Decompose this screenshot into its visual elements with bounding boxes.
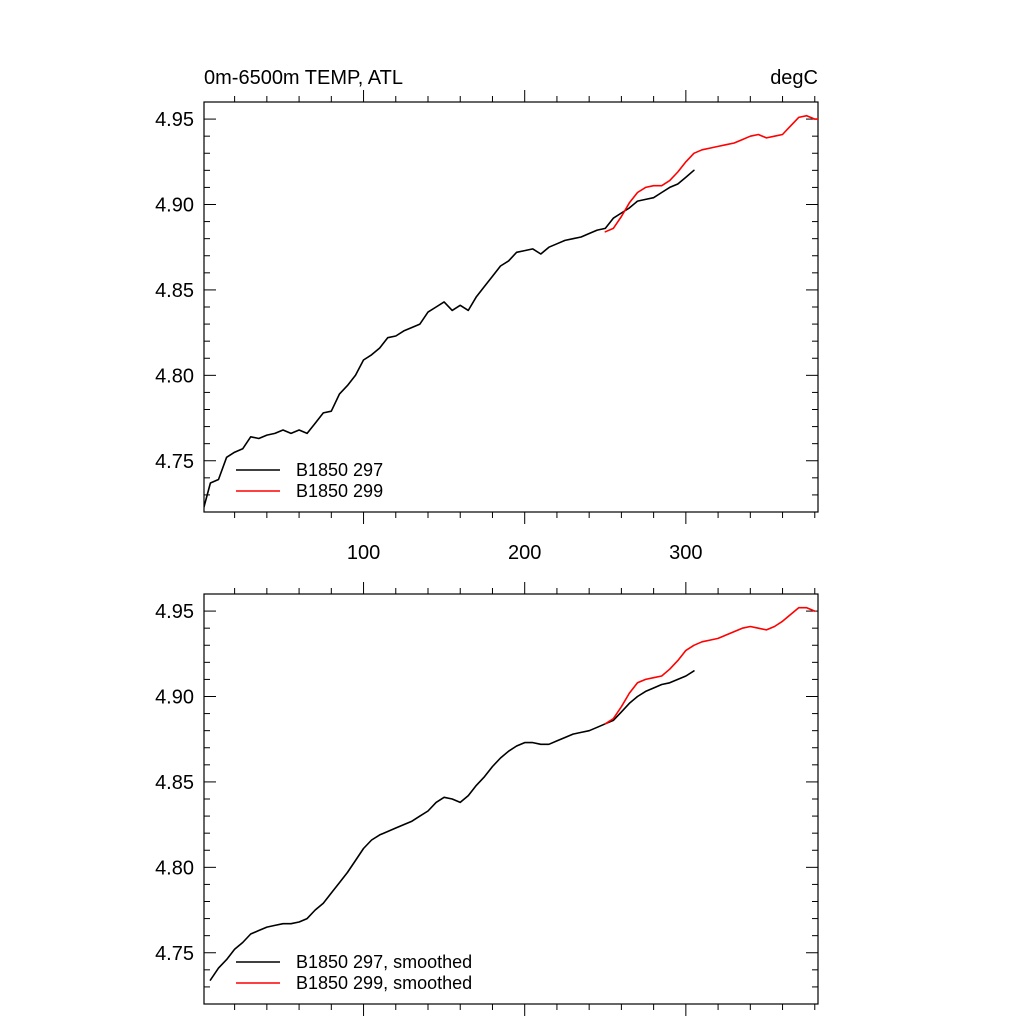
series-line-299	[604, 114, 818, 233]
y-tick-label: 4.80	[155, 857, 194, 879]
y-tick-label: 4.95	[155, 109, 194, 131]
chart-left-title: 0m-6500m TEMP, ATL	[204, 67, 403, 89]
legend-label: B1850 299, smoothed	[296, 973, 472, 993]
legend-label: B1850 297, smoothed	[296, 952, 472, 972]
y-tick-label: 4.90	[155, 195, 194, 217]
y-tick-label: 4.75	[155, 943, 194, 965]
legend-label: B1850 297	[296, 460, 383, 480]
y-tick-label: 4.80	[155, 365, 194, 387]
series-line-297	[204, 169, 695, 508]
x-tick-label: 300	[669, 542, 702, 564]
y-tick-label: 4.85	[155, 772, 194, 794]
plot-frame	[203, 593, 819, 1005]
series-line-299	[604, 606, 816, 725]
bottom-panel: 4.75 4.80 4.85 4.90 4.95 B1850 297, smoothedB…	[155, 582, 819, 1016]
y-tick-label: 4.90	[155, 687, 194, 709]
series-line-297	[209, 670, 695, 981]
y-tick-label: 4.85	[155, 280, 194, 302]
chart-right-title: degC	[770, 67, 818, 89]
y-tick-label: 4.95	[155, 601, 194, 623]
plot-frame	[203, 101, 819, 513]
series-group	[204, 114, 818, 508]
legend-label: B1850 299	[296, 481, 383, 501]
y-tick-label: 4.75	[155, 451, 194, 473]
x-tick-label: 200	[508, 542, 541, 564]
series-group	[209, 606, 816, 981]
top-panel: 4.75 4.80 4.85 4.90 4.95 100 200 300 B1850 297B1…	[155, 90, 819, 564]
x-tick-label: 100	[347, 542, 380, 564]
